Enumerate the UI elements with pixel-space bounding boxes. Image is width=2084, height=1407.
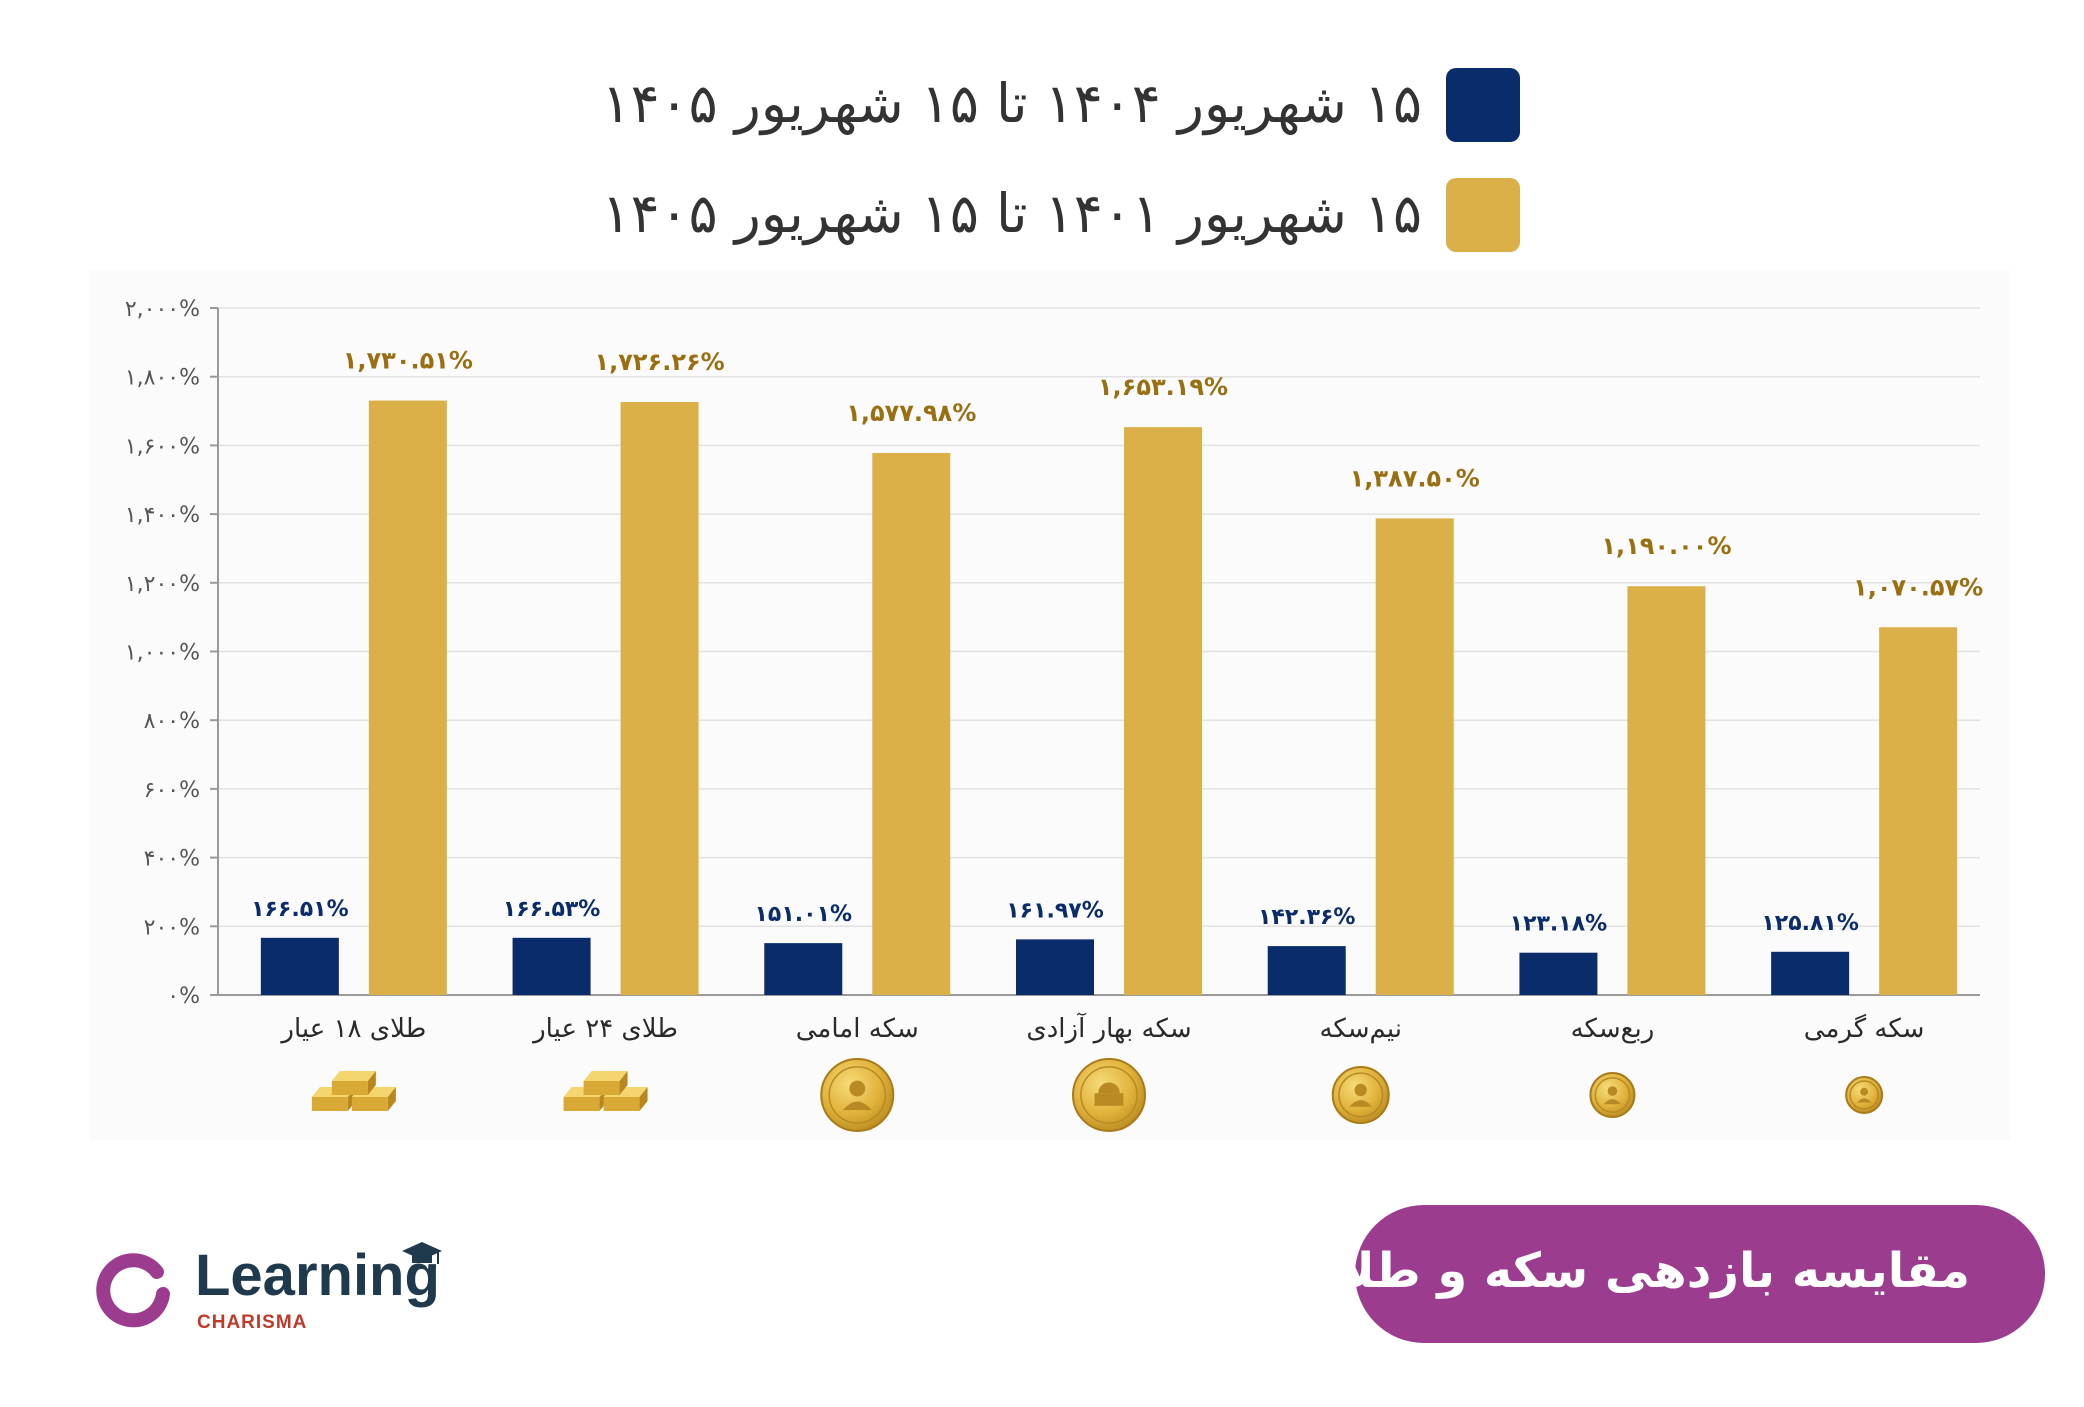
bar-chart: ۰% ۲۰۰% ۴۰۰% ۶۰۰% ۸۰۰% ۱,۰۰۰% ۱,۲۰۰% ۱,۴۰۰% ۱,۶۰… <box>90 270 2010 1140</box>
y-tick-label: ۸۰۰% <box>144 709 200 734</box>
bar-1y <box>260 937 339 995</box>
legend-item-1y: ۱۵ شهریور ۱۴۰۴ تا ۱۵ شهریور ۱۴۰۵ <box>600 64 1520 144</box>
x-category-label: نیم‌سکه <box>1319 1014 1401 1044</box>
x-category-label: سکه امامی <box>796 1014 919 1044</box>
coin-portrait-icon <box>820 1058 895 1132</box>
x-category-label: سکه گرمی <box>1804 1013 1925 1044</box>
coin-portrait-icon <box>1589 1072 1636 1118</box>
x-category-label: طلای ۱۸ عیار <box>279 1014 426 1044</box>
data-label-1y: ۱۶۱.۹۷% <box>1006 898 1104 923</box>
data-label-4y: ۱,۰۷۰.۵۷% <box>1853 573 1983 601</box>
y-tick-label: ۶۰۰% <box>144 778 200 803</box>
logo-brand: Learning <box>195 1243 440 1308</box>
y-tick-label: ۱,۴۰۰% <box>125 503 200 528</box>
bar-4y <box>1627 586 1706 995</box>
legend-label-1y: ۱۵ شهریور ۱۴۰۴ تا ۱۵ شهریور ۱۴۰۵ <box>601 72 1422 135</box>
x-category-label: ربع‌سکه <box>1571 1014 1655 1044</box>
bar-4y <box>1124 427 1202 995</box>
legend-swatch-gold <box>1446 178 1520 252</box>
logo-sub: CHARISMA <box>197 1312 308 1333</box>
bar-4y <box>620 402 699 996</box>
coin-portrait-icon <box>1331 1066 1390 1124</box>
bar-1y <box>1267 946 1346 995</box>
bar-1y <box>764 943 843 995</box>
bar-4y <box>1375 518 1454 995</box>
legend-label-4y: ۱۵ شهریور ۱۴۰۱ تا ۱۵ شهریور ۱۴۰۵ <box>601 182 1422 245</box>
y-tick-label: ۴۰۰% <box>144 847 200 872</box>
title-banner: مقایسه بازدهی سکه و طلا <box>1339 1205 2045 1343</box>
y-tick-label: ۱,۸۰۰% <box>125 366 200 391</box>
bar-1y <box>1771 951 1850 995</box>
data-label-4y: ۱,۷۳۰.۵۱% <box>343 347 473 375</box>
legend-swatch-navy <box>1446 68 1520 142</box>
data-label-4y: ۱,۵۷۷.۹۸% <box>846 399 976 427</box>
chart-title: مقایسه بازدهی سکه و طلا <box>1339 1243 1970 1299</box>
data-label-1y: ۱۶۶.۵۱% <box>251 897 349 922</box>
coin-portrait-icon <box>1845 1076 1884 1114</box>
bar-1y <box>1519 952 1598 995</box>
bar-4y <box>368 400 447 995</box>
data-label-1y: ۱۶۶.۵۳% <box>503 897 601 922</box>
data-label-4y: ۱,۶۵۳.۱۹% <box>1098 373 1228 401</box>
y-tick-label: ۲۰۰% <box>144 915 200 940</box>
bar-1y <box>1016 939 1094 995</box>
coin-building-icon <box>1072 1058 1146 1132</box>
y-tick-label: ۱,۲۰۰% <box>125 572 200 597</box>
y-tick-label: ۱,۰۰۰% <box>125 641 200 666</box>
data-label-4y: ۱,۷۲۶.۲۶% <box>594 348 724 376</box>
x-category-label: سکه بهار آزادی <box>1026 1012 1191 1044</box>
data-label-1y: ۱۴۲.۳۶% <box>1258 905 1356 930</box>
data-label-4y: ۱,۱۹۰.۰۰% <box>1601 532 1731 560</box>
logo-ring-icon <box>96 1253 170 1328</box>
data-label-1y: ۱۲۵.۸۱% <box>1761 911 1859 936</box>
legend-item-4y: ۱۵ شهریور ۱۴۰۱ تا ۱۵ شهریور ۱۴۰۵ <box>600 174 1520 254</box>
bar-4y <box>872 452 951 995</box>
data-label-1y: ۱۵۱.۰۱% <box>755 902 853 927</box>
data-label-1y: ۱۲۳.۱۸% <box>1510 912 1608 937</box>
bar-1y <box>512 937 591 995</box>
data-label-4y: ۱,۳۸۷.۵۰% <box>1350 464 1480 492</box>
graduation-cap-icon <box>402 1242 442 1264</box>
logo: Learning CHARISMA <box>95 1240 475 1340</box>
gold-bars-icon <box>311 1071 396 1111</box>
gold-bars-icon <box>563 1071 648 1111</box>
y-tick-label: ۱,۶۰۰% <box>125 434 200 459</box>
x-category-label: طلای ۲۴ عیار <box>531 1014 678 1044</box>
y-tick-label: ۰% <box>167 984 200 1009</box>
y-tick-label: ۲,۰۰۰% <box>125 297 200 322</box>
bar-4y <box>1879 627 1958 995</box>
